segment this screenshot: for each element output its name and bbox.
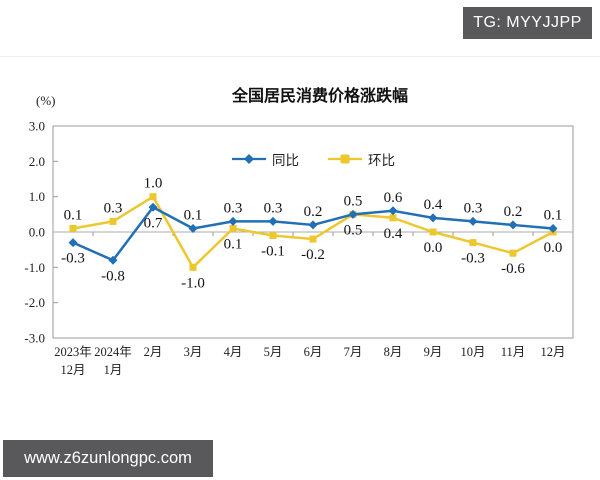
data-label-环比: 0.4 [384, 226, 403, 242]
x-axis-label: 12月 [540, 345, 565, 359]
data-label-环比: 1.0 [144, 176, 163, 192]
data-label-同比: 0.1 [544, 207, 563, 223]
data-label-环比: 0.0 [424, 240, 443, 256]
x-axis-label: 10月 [460, 345, 485, 359]
watermark-badge: www.z6zunlongpc.com [3, 440, 213, 477]
data-point-diamond [188, 223, 198, 233]
data-point-square [269, 232, 277, 240]
data-point-square [229, 224, 237, 232]
x-axis-label: 9月 [424, 345, 443, 359]
data-point-diamond [428, 213, 438, 223]
divider-line [0, 56, 600, 57]
data-point-diamond [548, 223, 558, 233]
data-label-同比: 0.3 [224, 200, 243, 216]
y-axis-tick-label: 1.0 [29, 189, 45, 204]
data-label-环比: -0.1 [261, 244, 285, 260]
data-point-square [509, 249, 517, 257]
x-axis-label: 12月 [60, 363, 85, 377]
x-axis-label: 2月 [144, 345, 163, 359]
x-axis-label: 3月 [184, 345, 203, 359]
data-point-diamond [508, 220, 518, 230]
data-point-diamond [148, 202, 158, 212]
y-axis-tick-label: -2.0 [24, 295, 45, 310]
y-axis-unit-label: (%) [36, 93, 56, 108]
data-point-diamond [268, 216, 278, 226]
data-point-diamond [468, 216, 478, 226]
x-axis-label: 5月 [264, 345, 283, 359]
data-point-diamond [228, 216, 238, 226]
data-point-square [469, 239, 477, 247]
chart-title: 全国居民消费价格涨跌幅 [231, 88, 408, 105]
chart-legend: 同比 环比 [53, 149, 573, 169]
data-label-同比: 0.3 [264, 200, 283, 216]
data-label-同比: 0.5 [344, 193, 363, 209]
data-point-square [189, 263, 197, 271]
data-point-square [389, 214, 397, 222]
data-label-同比: -0.3 [61, 251, 85, 267]
data-point-square [69, 224, 77, 232]
data-label-同比: 0.6 [384, 190, 403, 206]
data-label-环比: 0.1 [64, 207, 83, 223]
x-axis-label: 11月 [501, 345, 526, 359]
data-label-环比: -0.6 [501, 261, 525, 277]
data-label-同比: 0.1 [184, 207, 203, 223]
data-label-同比: 0.4 [424, 197, 443, 213]
data-point-diamond [108, 255, 118, 265]
x-axis-label: 2023年 [54, 345, 92, 359]
x-axis-label: 1月 [104, 363, 123, 377]
x-axis-label: 6月 [304, 345, 323, 359]
legend-label-tongbi: 同比 [272, 153, 299, 168]
data-point-square [109, 217, 117, 225]
y-axis-tick-label: 2.0 [29, 154, 45, 169]
data-label-同比: 0.7 [144, 215, 163, 231]
data-point-diamond [348, 209, 358, 219]
data-label-环比: -1.0 [181, 275, 205, 291]
legend-item-huanbi: 环比 [327, 149, 395, 169]
data-label-环比: 0.0 [544, 240, 563, 256]
x-axis-label: 8月 [384, 345, 403, 359]
data-point-square [429, 228, 437, 236]
tongbi-legend-marker-icon [232, 154, 266, 164]
data-point-square [149, 193, 157, 201]
huanbi-legend-marker-icon [328, 154, 362, 164]
data-label-同比: 0.3 [464, 200, 483, 216]
legend-item-tongbi: 同比 [231, 149, 299, 169]
x-axis-label: 2024年 [94, 345, 132, 359]
legend-label-huanbi: 环比 [368, 153, 395, 168]
data-point-square [309, 235, 317, 243]
y-axis-tick-label: -1.0 [24, 260, 45, 275]
tg-badge: TG: MYYJJPP [463, 7, 592, 39]
data-label-环比: 0.5 [344, 222, 363, 238]
data-point-diamond [68, 238, 78, 248]
y-axis-tick-label: 3.0 [29, 119, 45, 134]
y-axis-tick-label: -3.0 [24, 331, 45, 346]
data-label-环比: -0.2 [301, 247, 325, 263]
x-axis-label: 7月 [344, 345, 363, 359]
data-label-同比: -0.8 [101, 268, 125, 284]
data-label-同比: 0.2 [504, 204, 523, 220]
y-axis-tick-label: 0.0 [29, 225, 45, 240]
plot-svg: 3.0 2.0 1.0 0.0 -1.0 -2.0 -3.0 2023年 12月 2024年 1月 2… [24, 119, 574, 377]
data-point-diamond [308, 220, 318, 230]
data-label-环比: -0.3 [461, 251, 485, 267]
huanbi-legend-square [340, 154, 350, 164]
data-label-环比: 0.1 [224, 236, 243, 252]
x-axis-label: 4月 [224, 345, 243, 359]
tongbi-legend-diamond [244, 154, 254, 164]
data-point-diamond [388, 206, 398, 216]
data-label-环比: 0.3 [104, 200, 123, 216]
data-label-同比: 0.2 [304, 204, 323, 220]
